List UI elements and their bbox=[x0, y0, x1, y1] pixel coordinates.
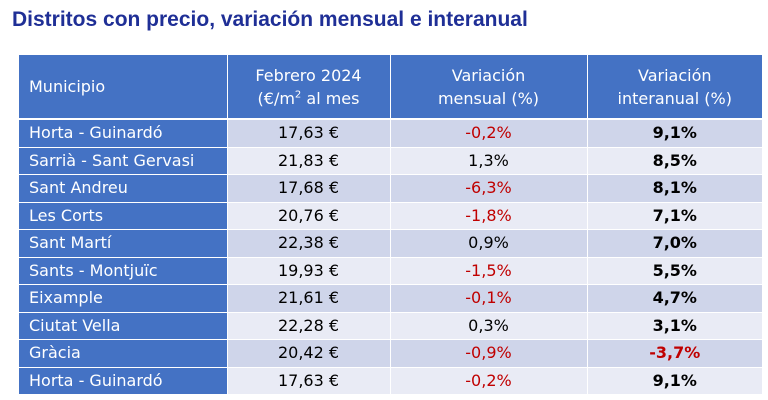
cell-mensual: -0,2% bbox=[389, 118, 587, 147]
table-body: Horta - Guinardó 17,63 € -0,2% 9,1% Sarr… bbox=[19, 118, 762, 394]
cell-precio: 17,68 € bbox=[226, 174, 390, 202]
cell-interanual: 7,1% bbox=[586, 201, 762, 230]
cell-precio: 21,61 € bbox=[226, 284, 390, 312]
cell-municipio: Sarrià - Sant Gervasi bbox=[19, 146, 227, 175]
cell-precio: 20,76 € bbox=[226, 201, 390, 230]
cell-precio: 22,28 € bbox=[226, 311, 390, 340]
cell-interanual: -3,7% bbox=[586, 339, 762, 367]
cell-precio: 21,83 € bbox=[226, 146, 390, 175]
table-row: Ciutat Vella 22,28 € 0,3% 3,1% bbox=[19, 311, 762, 340]
cell-municipio: Gràcia bbox=[19, 339, 227, 367]
table-row: Sarrià - Sant Gervasi 21,83 € 1,3% 8,5% bbox=[19, 146, 762, 175]
districts-table: Municipio Febrero 2024 (€/m2 al mes Vari… bbox=[19, 55, 762, 394]
cell-precio: 19,93 € bbox=[226, 256, 390, 285]
cell-mensual: -0,1% bbox=[389, 284, 587, 312]
cell-precio: 17,63 € bbox=[226, 118, 390, 147]
cell-municipio: Sant Martí bbox=[19, 229, 227, 257]
cell-municipio: Horta - Guinardó bbox=[19, 118, 227, 147]
cell-interanual: 7,0% bbox=[586, 229, 762, 257]
cell-interanual: 9,1% bbox=[586, 366, 762, 394]
header-precio-unit-sup: 2 bbox=[294, 89, 302, 101]
header-mensual-line2: mensual (%) bbox=[437, 88, 540, 108]
cell-mensual: 0,9% bbox=[389, 229, 587, 257]
cell-interanual: 3,1% bbox=[586, 311, 762, 340]
header-precio-unit-pre: (€/m bbox=[257, 88, 295, 108]
table-header: Municipio Febrero 2024 (€/m2 al mes Vari… bbox=[19, 55, 762, 120]
header-precio-unit-post: al mes bbox=[301, 88, 360, 108]
cell-municipio: Les Corts bbox=[19, 201, 227, 230]
table-row: Sant Andreu 17,68 € -6,3% 8,1% bbox=[19, 174, 762, 202]
table-row: Sant Martí 22,38 € 0,9% 7,0% bbox=[19, 229, 762, 257]
cell-municipio: Eixample bbox=[19, 284, 227, 312]
header-mensual-line1: Variación bbox=[451, 65, 526, 85]
header-row: Municipio Febrero 2024 (€/m2 al mes Vari… bbox=[19, 55, 762, 120]
header-mensual: Variación mensual (%) bbox=[389, 55, 587, 120]
cell-municipio: Sant Andreu bbox=[19, 174, 227, 202]
cell-precio: 20,42 € bbox=[226, 339, 390, 367]
cell-interanual: 8,1% bbox=[586, 174, 762, 202]
cell-municipio: Sants - Montjuïc bbox=[19, 256, 227, 285]
header-interanual-line2: interanual (%) bbox=[617, 88, 732, 108]
cell-mensual: -1,8% bbox=[389, 201, 587, 230]
cell-mensual: -0,2% bbox=[389, 366, 587, 394]
header-interanual: Variación interanual (%) bbox=[586, 55, 762, 120]
cell-mensual: -1,5% bbox=[389, 256, 587, 285]
table-row: Eixample 21,61 € -0,1% 4,7% bbox=[19, 284, 762, 312]
cell-interanual: 8,5% bbox=[586, 146, 762, 175]
table-row: Les Corts 20,76 € -1,8% 7,1% bbox=[19, 201, 762, 230]
cell-precio: 17,63 € bbox=[226, 366, 390, 394]
table-row: Gràcia 20,42 € -0,9% -3,7% bbox=[19, 339, 762, 367]
cell-interanual: 4,7% bbox=[586, 284, 762, 312]
header-municipio: Municipio bbox=[19, 55, 227, 120]
cell-precio: 22,38 € bbox=[226, 229, 390, 257]
cell-interanual: 9,1% bbox=[586, 118, 762, 147]
table-row: Horta - Guinardó 17,63 € -0,2% 9,1% bbox=[19, 118, 762, 147]
cell-interanual: 5,5% bbox=[586, 256, 762, 285]
cell-municipio: Ciutat Vella bbox=[19, 311, 227, 340]
cell-mensual: -6,3% bbox=[389, 174, 587, 202]
table-row: Horta - Guinardó 17,63 € -0,2% 9,1% bbox=[19, 366, 762, 394]
cell-municipio: Horta - Guinardó bbox=[19, 366, 227, 394]
header-precio: Febrero 2024 (€/m2 al mes bbox=[226, 55, 390, 120]
page-title: Distritos con precio, variación mensual … bbox=[12, 8, 528, 31]
cell-mensual: -0,9% bbox=[389, 339, 587, 367]
header-interanual-line1: Variación bbox=[637, 65, 712, 85]
header-precio-line1: Febrero 2024 bbox=[255, 65, 362, 85]
cell-mensual: 1,3% bbox=[389, 146, 587, 175]
cell-mensual: 0,3% bbox=[389, 311, 587, 340]
table-row: Sants - Montjuïc 19,93 € -1,5% 5,5% bbox=[19, 256, 762, 285]
